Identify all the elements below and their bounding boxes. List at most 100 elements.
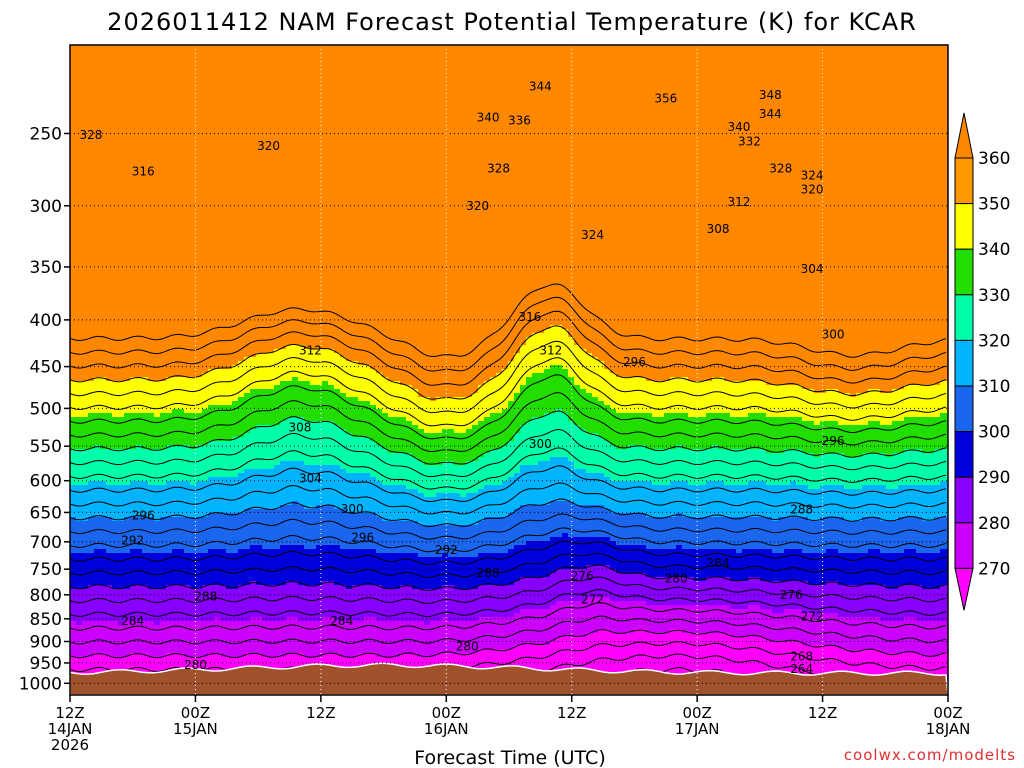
contour-label: 308 [707, 222, 730, 236]
y-tick-label: 550 [30, 437, 62, 457]
contour-label: 308 [288, 421, 311, 435]
contour-label: 328 [487, 161, 510, 175]
contour-label: 296 [822, 434, 845, 448]
contour-label: 336 [508, 114, 531, 128]
y-tick-label: 600 [30, 472, 62, 492]
contour-label: 328 [769, 161, 792, 175]
contour-label: 340 [727, 120, 750, 134]
x-tick-label: 12Z [306, 704, 335, 722]
x-tick-label: 2026 [51, 736, 89, 754]
contour-label: 292 [435, 543, 458, 557]
contour-label: 284 [330, 614, 353, 628]
x-axis-label: Forecast Time (UTC) [414, 747, 605, 768]
contour-label: 296 [351, 530, 374, 544]
contour-label: 300 [341, 502, 364, 516]
contour-label: 344 [529, 79, 552, 93]
contour-label: 276 [571, 569, 594, 583]
colorbar: 270 280 290 300 310 320 330 340 350 360 [954, 112, 1010, 611]
contour-label: 316 [518, 310, 541, 324]
ground-terrain [70, 662, 948, 695]
contour-label: 324 [801, 169, 824, 183]
contour-label: 296 [132, 508, 155, 522]
x-tick-label: 00Z [432, 704, 461, 722]
x-tick-label: 00Z [181, 704, 210, 722]
contour-label: 348 [759, 88, 782, 102]
colorbar-tick-label: 290 [978, 468, 1010, 488]
y-tick-label: 750 [30, 560, 62, 580]
y-tick-label: 1000 [19, 674, 62, 694]
contour-label: 328 [79, 128, 102, 142]
temperature-bands [70, 45, 948, 695]
x-tick-label: 18JAN [926, 720, 971, 738]
y-tick-label: 850 [30, 610, 62, 630]
contour-label: 264 [790, 662, 813, 676]
contour-label: 304 [801, 262, 824, 276]
y-tick-label: 650 [30, 503, 62, 523]
colorbar-tick-label: 350 [978, 195, 1010, 215]
contour-label: 280 [456, 640, 479, 654]
colorbar-tick-label: 320 [978, 331, 1010, 351]
y-tick-label: 800 [30, 586, 62, 606]
x-tick-label: 14JAN [48, 720, 93, 738]
plot-frame [69, 44, 949, 696]
colorbar-tick-label: 360 [978, 149, 1010, 169]
contour-label: 304 [299, 472, 322, 486]
x-tick-label: 00Z [682, 704, 711, 722]
contour-label: 292 [121, 534, 144, 548]
contour-label: 268 [790, 650, 813, 664]
y-tick-label: 350 [30, 258, 62, 278]
y-tick-label: 250 [30, 124, 62, 144]
contour-label: 280 [665, 572, 688, 586]
contour-label: 320 [257, 139, 280, 153]
credit-text: coolwx.com/modelts [844, 746, 1016, 764]
contour-label: 272 [801, 609, 824, 623]
y-tick-label: 950 [30, 654, 62, 674]
contour-label: 344 [759, 107, 782, 121]
contour-label: 312 [727, 195, 750, 209]
colorbar-tick-label: 270 [978, 559, 1010, 579]
contour-label: 284 [121, 614, 144, 628]
x-tick-label: 15JAN [173, 720, 218, 738]
colorbar-tick-label: 330 [978, 286, 1010, 306]
contour-label: 320 [801, 183, 824, 197]
y-tick-label: 400 [30, 311, 62, 331]
colorbar-tick-label: 300 [978, 423, 1010, 443]
x-tick-label: 12Z [55, 704, 84, 722]
contour-label: 284 [707, 556, 730, 570]
y-axis: 2503003504004505005506006507007508008509… [19, 124, 70, 694]
chart-title: 2026011412 NAM Forecast Potential Temper… [107, 8, 917, 36]
contour-label: 340 [477, 110, 500, 124]
contour-label: 324 [581, 228, 604, 242]
colorbar-tick-label: 310 [978, 377, 1010, 397]
contour-label: 288 [194, 589, 217, 603]
x-tick-label: 12Z [557, 704, 586, 722]
y-tick-label: 700 [30, 533, 62, 553]
contour-label: 288 [477, 566, 500, 580]
y-tick-label: 500 [30, 399, 62, 419]
contour-label: 312 [299, 343, 322, 357]
contour-label: 332 [738, 134, 761, 148]
grid-lines [70, 45, 948, 695]
contour-label: 276 [780, 588, 803, 602]
contour-label: 300 [529, 437, 552, 451]
x-tick-label: 00Z [933, 704, 962, 722]
contour-label: 316 [132, 164, 155, 178]
colorbar-tick-label: 280 [978, 514, 1010, 534]
y-tick-label: 450 [30, 358, 62, 378]
contour-label: 288 [790, 502, 813, 516]
colorbar-tick-label: 340 [978, 240, 1010, 260]
contour-label: 272 [581, 593, 604, 607]
x-tick-label: 12Z [808, 704, 837, 722]
contour-label: 296 [623, 355, 646, 369]
contour-label: 356 [654, 92, 677, 106]
contour-label: 300 [822, 327, 845, 341]
contour-label: 312 [539, 343, 562, 357]
contour-label: 280 [184, 658, 207, 672]
y-tick-label: 900 [30, 632, 62, 652]
contour-label: 320 [466, 199, 489, 213]
x-tick-label: 17JAN [675, 720, 720, 738]
